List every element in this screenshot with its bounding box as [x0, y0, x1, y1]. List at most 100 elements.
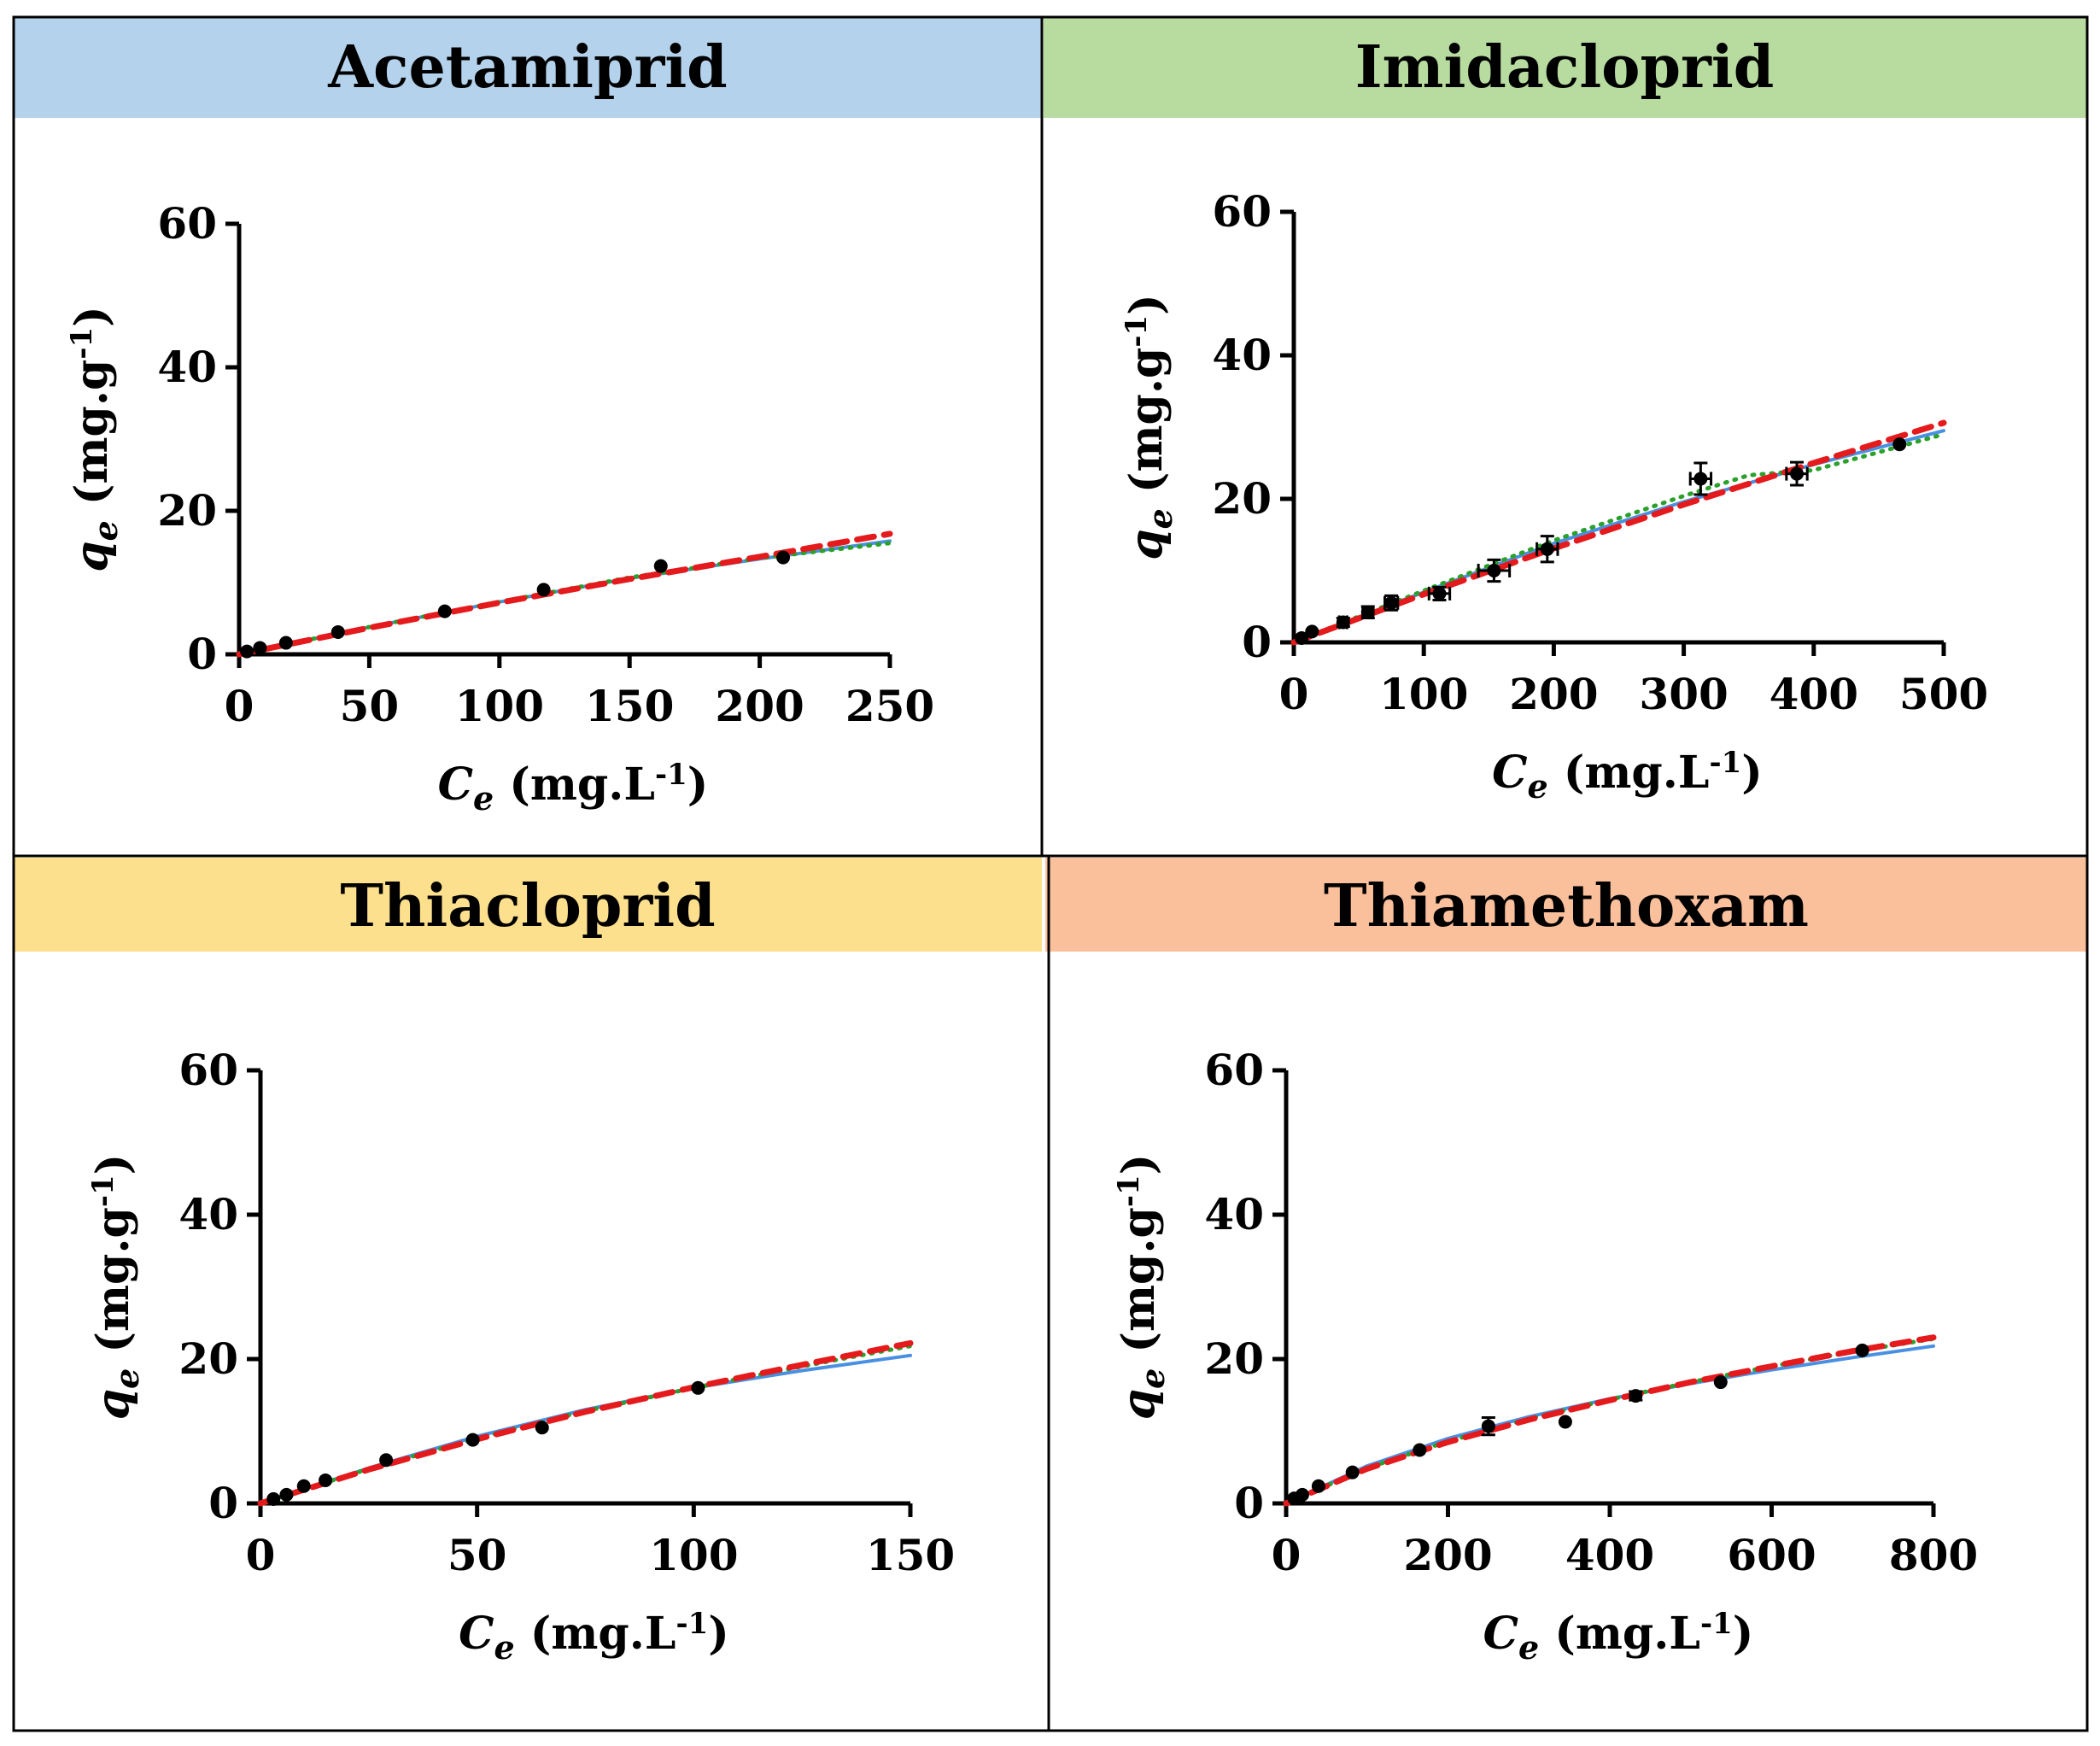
y-tick-label: 60 [157, 198, 217, 249]
data-point [437, 604, 452, 618]
x-tick-label: 100 [649, 1530, 738, 1580]
y-axis-label-exp: -1 [1120, 315, 1154, 348]
fit-line-dashed [257, 1339, 914, 1507]
x-axis-label: Ce (mg.L-1) [1492, 746, 1763, 806]
x-tick-label: 400 [1565, 1530, 1654, 1580]
data-point [1295, 1487, 1309, 1502]
panel-title: Thiamethoxam [1324, 872, 1809, 940]
y-tick-label: 0 [1242, 617, 1272, 667]
y-axis-label-end: ) [87, 1154, 139, 1175]
data-point [1790, 466, 1805, 481]
x-axis-label-end: ) [708, 1608, 729, 1660]
data-point [536, 583, 551, 597]
x-axis-label-unit: (mg.L [515, 1608, 676, 1660]
fit-line-dashed [1290, 419, 1947, 646]
y-tick-label: 20 [178, 1333, 238, 1384]
x-axis-label-sym: C [459, 1608, 494, 1660]
x-tick-label: 0 [1279, 669, 1309, 719]
data-point [331, 624, 345, 639]
x-tick-label: 500 [1899, 669, 1988, 719]
y-axis-label-sym: q [66, 541, 118, 571]
fit-line-dashed [1283, 1334, 1937, 1507]
y-axis-label-exp: -1 [86, 1175, 120, 1207]
x-tick-label: 200 [1403, 1530, 1492, 1580]
data-point [1481, 1419, 1495, 1433]
data-point [1892, 437, 1907, 452]
data-point [535, 1421, 549, 1435]
x-tick-label: 400 [1769, 669, 1858, 719]
x-tick-label: 200 [715, 681, 804, 731]
y-tick-label: 60 [1204, 1045, 1264, 1095]
data-point [1336, 615, 1350, 630]
y-tick-label: 40 [157, 342, 217, 392]
x-axis-label-exp: -1 [1700, 1607, 1733, 1641]
data-point [465, 1433, 480, 1447]
panel-header-background [14, 858, 1042, 952]
y-axis-label-sub: e [86, 520, 125, 541]
data-point [1855, 1343, 1869, 1357]
y-axis-label-exp: -1 [65, 327, 99, 360]
y-axis-label-exp: -1 [1112, 1175, 1146, 1207]
y-tick-label: 0 [187, 629, 217, 679]
y-axis-label-sym: q [1113, 1389, 1165, 1420]
y-axis-label-sym: q [1120, 529, 1173, 560]
data-point [1432, 586, 1447, 601]
x-axis-label-unit: (mg.L [1539, 1608, 1700, 1660]
data-point [1413, 1443, 1427, 1457]
data-point [278, 636, 293, 650]
data-point [1713, 1375, 1728, 1390]
y-tick-label: 40 [178, 1189, 238, 1239]
y-axis-label: qe (mg.g-1) [86, 1154, 146, 1421]
y-tick-label: 40 [1204, 1189, 1264, 1239]
data-point [1311, 1479, 1325, 1493]
data-point [1345, 1465, 1360, 1479]
x-tick-label: 50 [340, 681, 400, 731]
y-axis-label-unit: (mg.g [1120, 348, 1173, 509]
data-point [1384, 595, 1399, 610]
x-axis-label-sub: e [1518, 1628, 1539, 1667]
data-point [319, 1473, 333, 1487]
x-tick-label: 300 [1639, 669, 1728, 719]
data-point [279, 1487, 294, 1502]
x-axis-label-exp: -1 [676, 1607, 708, 1641]
y-axis-label-end: ) [1113, 1154, 1165, 1175]
x-axis-label: Ce (mg.L-1) [459, 1607, 729, 1667]
data-point [776, 550, 791, 565]
y-axis-label: qe (mg.g-1) [65, 306, 125, 572]
data-point [1305, 624, 1319, 639]
x-axis-label-sub: e [473, 779, 494, 817]
x-axis-label-exp: -1 [1709, 746, 1741, 780]
x-tick-label: 600 [1727, 1530, 1816, 1580]
data-point [1487, 564, 1501, 577]
x-axis-label-unit: (mg.L [1548, 747, 1710, 799]
y-axis-label-end: ) [66, 306, 118, 327]
data-point [379, 1453, 394, 1468]
data-point [296, 1479, 311, 1493]
x-axis-label: Ce (mg.L-1) [438, 758, 709, 817]
y-axis-label-sub: e [1133, 1368, 1172, 1389]
x-tick-label: 100 [455, 681, 544, 731]
y-tick-label: 60 [178, 1045, 238, 1095]
panel-imidacloprid: Imidacloprid 0 100 200 300 400 500 0 20 40 60 Ce (… [1044, 17, 2087, 806]
y-tick-label: 60 [1212, 186, 1272, 237]
data-point [1295, 630, 1309, 645]
panel-thiamethoxam: Thiamethoxam 0 200 400 600 800 0 20 40 60 Ce (mg.… [1045, 858, 2087, 1667]
data-point [1558, 1415, 1572, 1429]
y-axis-label-sub: e [1141, 508, 1179, 529]
x-axis-label-end: ) [1733, 1608, 1754, 1660]
y-tick-label: 0 [1234, 1478, 1264, 1528]
panel-header-background [1045, 858, 2087, 952]
data-point [1629, 1389, 1643, 1403]
x-axis-label-end: ) [687, 759, 709, 811]
x-axis-label-unit: (mg.L [494, 759, 655, 811]
data-point [266, 1491, 281, 1506]
x-tick-label: 200 [1509, 669, 1598, 719]
panel-title: Thiacloprid [340, 872, 715, 940]
x-tick-label: 150 [585, 681, 674, 731]
y-axis-label: qe (mg.g-1) [1120, 294, 1179, 560]
y-tick-label: 20 [1212, 473, 1272, 524]
